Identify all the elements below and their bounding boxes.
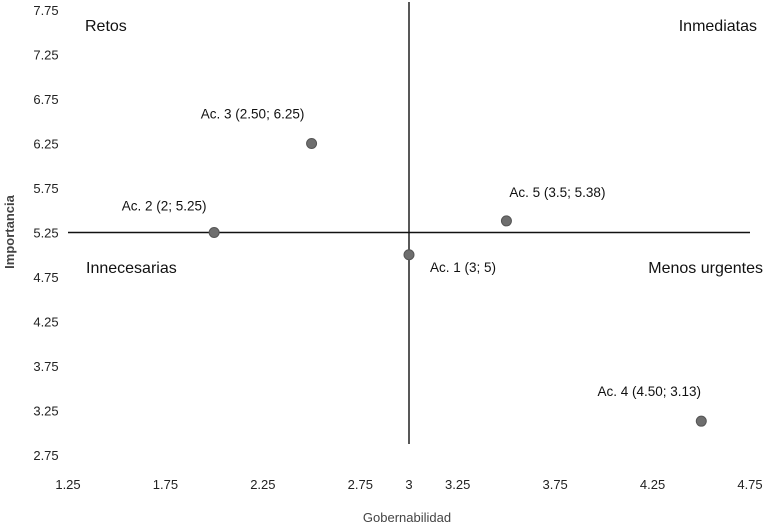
y-axis-ticks: 7.75 7.25 6.75 6.25 5.75 5.25 4.75 4.25 3.75 3.25… <box>33 3 58 463</box>
data-point <box>403 249 415 261</box>
x-tick-label: 2.25 <box>250 477 275 492</box>
y-tick-label: 4.25 <box>33 315 58 330</box>
x-tick-label: 3.25 <box>445 477 470 492</box>
quadrant-label-top-right: Inmediatas <box>679 18 757 35</box>
y-tick-label: 4.75 <box>33 270 58 285</box>
reference-lines <box>68 2 750 444</box>
data-point-labels: Ac. 1 (3; 5) Ac. 2 (2; 5.25) Ac. 3 (2.50; … <box>122 107 701 400</box>
y-tick-label: 2.75 <box>33 448 58 463</box>
x-tick-label: 2.75 <box>348 477 373 492</box>
data-point-label: Ac. 3 (2.50; 6.25) <box>201 107 305 122</box>
x-tick-label: 4.75 <box>737 477 762 492</box>
quadrant-label-bottom-left: Innecesarias <box>86 260 177 277</box>
quadrant-label-top-left: Retos <box>85 18 127 35</box>
data-point-label: Ac. 5 (3.5; 5.38) <box>509 185 605 200</box>
quadrant-label-bottom-right: Menos urgentes <box>648 260 763 277</box>
data-point <box>500 215 512 227</box>
data-points <box>208 138 707 427</box>
x-axis-title: Gobernabilidad <box>363 510 451 525</box>
y-axis-title: Importancia <box>2 194 17 268</box>
x-tick-label: 1.75 <box>153 477 178 492</box>
y-tick-label: 6.75 <box>33 92 58 107</box>
x-tick-label: 3 <box>405 477 412 492</box>
data-point <box>695 415 707 427</box>
data-point <box>208 227 220 238</box>
x-tick-label: 3.75 <box>542 477 567 492</box>
x-axis-ticks: 1.25 1.75 2.25 2.75 3 3.25 3.75 4.25 4.75 <box>55 477 762 492</box>
data-point-label: Ac. 2 (2; 5.25) <box>122 199 207 214</box>
quadrant-labels: Retos Inmediatas Innecesarias Menos urge… <box>85 18 763 277</box>
data-point-label: Ac. 1 (3; 5) <box>430 260 496 275</box>
y-tick-label: 3.25 <box>33 404 58 419</box>
data-point-label: Ac. 4 (4.50; 3.13) <box>598 384 702 399</box>
data-point <box>306 138 318 149</box>
y-tick-label: 7.75 <box>33 3 58 18</box>
y-tick-label: 5.25 <box>33 226 58 241</box>
y-tick-label: 7.25 <box>33 48 58 63</box>
x-tick-label: 1.25 <box>55 477 80 492</box>
x-tick-label: 4.25 <box>640 477 665 492</box>
y-tick-label: 6.25 <box>33 137 58 152</box>
y-tick-label: 3.75 <box>33 359 58 374</box>
y-tick-label: 5.75 <box>33 181 58 196</box>
